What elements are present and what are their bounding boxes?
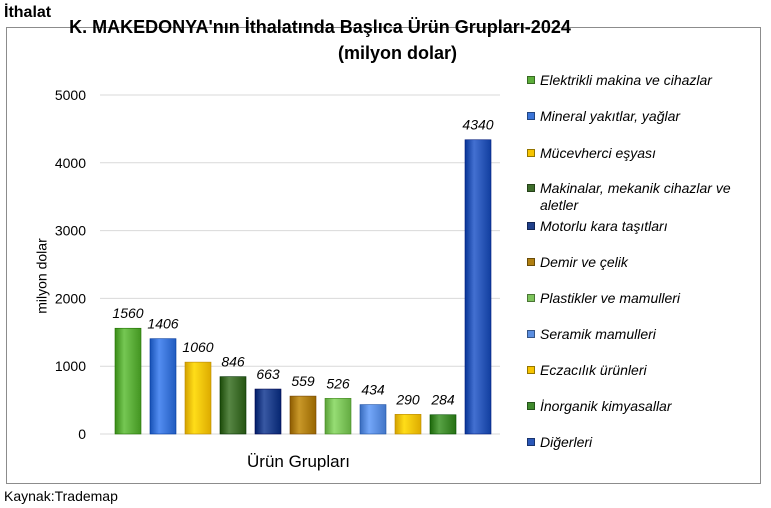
legend-label: Makinalar, mekanik cihazlar ve aletler: [540, 180, 731, 213]
x-axis-label: Ürün Grupları: [247, 452, 350, 471]
bar: [254, 388, 282, 435]
y-tick-label: 2000: [55, 290, 86, 306]
y-tick-label: 3000: [55, 223, 86, 239]
chart-title-line1: K. MAKEDONYA'nın İthalatında Başlıca Ürü…: [69, 17, 571, 37]
bar-value-label: 846: [221, 354, 245, 370]
bar: [289, 395, 317, 435]
legend-swatch: [527, 112, 535, 120]
y-tick-label: 4000: [55, 155, 86, 171]
source-note: Kaynak:Trademap: [4, 488, 118, 504]
bar-value-label: 1406: [147, 316, 178, 332]
legend-swatch: [527, 366, 535, 374]
bar: [464, 139, 492, 435]
legend-label: Mücevherci eşyası: [540, 145, 656, 161]
bar: [184, 361, 212, 435]
y-axis-label: milyon dolar: [33, 238, 50, 314]
legend-label: Mineral yakıtlar, yağlar: [540, 108, 681, 124]
bar: [429, 414, 457, 435]
legend-swatch: [527, 438, 535, 446]
bar: [114, 327, 142, 435]
legend-swatch: [527, 222, 535, 230]
legend-label: Motorlu kara taşıtları: [540, 218, 668, 234]
legend-label: Elektrikli makina ve cihazlar: [540, 72, 712, 88]
bar: [149, 338, 177, 435]
legend-swatch: [527, 330, 535, 338]
legend-swatch: [527, 258, 535, 266]
y-tick-label: 0: [78, 426, 86, 442]
bar-value-label: 1060: [182, 339, 213, 355]
bar: [394, 414, 422, 435]
bar: [219, 376, 247, 435]
bar-value-label: 4340: [462, 117, 493, 133]
legend-swatch: [527, 184, 535, 192]
legend-swatch: [527, 149, 535, 157]
bar: [359, 404, 387, 435]
legend-label: Demir ve çelik: [540, 254, 628, 270]
bar-value-label: 559: [291, 373, 315, 389]
legend-label: Seramik mamulleri: [540, 326, 656, 342]
bar-value-label: 290: [395, 391, 420, 407]
bar-value-label: 526: [326, 375, 350, 391]
legend-label: İnorganik kimyasallar: [540, 398, 672, 414]
legend-swatch: [527, 294, 535, 302]
legend-swatch: [527, 402, 535, 410]
bar-value-label: 284: [430, 392, 455, 408]
chart-title: K. MAKEDONYA'nın İthalatında Başlıca Ürü…: [0, 14, 770, 66]
legend-swatch: [527, 76, 535, 84]
legend-label: Eczacılık ürünleri: [540, 362, 647, 378]
page-heading: İthalat: [4, 4, 52, 21]
y-tick-label: 5000: [55, 87, 86, 103]
legend-label: Plastikler ve mamulleri: [540, 290, 681, 306]
bar-value-label: 1560: [112, 305, 143, 321]
y-tick-label: 1000: [55, 358, 86, 374]
bar: [324, 398, 352, 435]
bar-value-label: 434: [361, 382, 385, 398]
chart-title-line2: (milyon dolar): [337, 43, 457, 63]
legend-label: Diğerleri: [540, 434, 593, 450]
bar-value-label: 663: [256, 366, 280, 382]
